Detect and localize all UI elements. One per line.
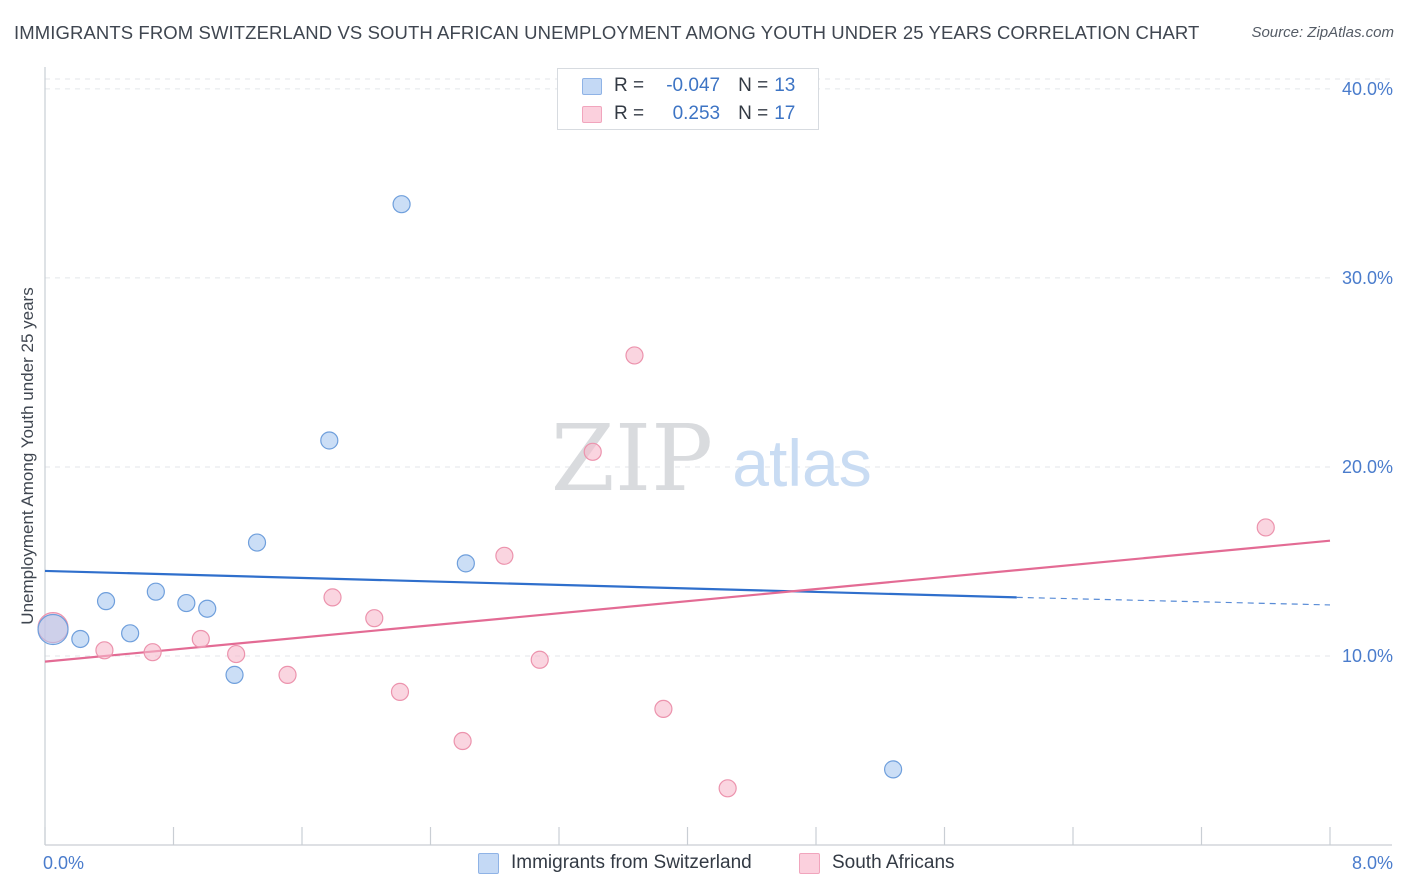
y-tick-label: 40.0% (1342, 79, 1393, 99)
point-south-africans (530, 650, 549, 669)
point-south-africans (390, 682, 410, 701)
point-south-africans (583, 442, 602, 461)
grid-lines (45, 78, 1392, 657)
legend-r-value: 0.253 (672, 103, 721, 124)
data-points (37, 195, 1275, 798)
point-south-africans (227, 644, 246, 664)
legend-swatch-switzerland (478, 852, 499, 874)
legend-n-label: N = (738, 75, 769, 96)
y-tick-label: 10.0% (1342, 646, 1393, 666)
trend-line-0 (44, 569, 1017, 599)
point-south-africans (323, 588, 342, 607)
point-switzerland (71, 629, 90, 649)
trend-line-1 (44, 539, 1331, 663)
point-south-africans (718, 779, 737, 798)
point-south-africans (625, 346, 644, 365)
legend-row-south-africans: R = 0.253 N = 17 (582, 102, 795, 126)
point-switzerland (247, 533, 267, 552)
watermark: ZIP atlas (551, 405, 872, 512)
tick-labels: 10.0% 20.0% 30.0% 40.0% 0.0% 8.0% (43, 79, 1393, 873)
x-tick-label: 0.0% (43, 853, 84, 873)
legend-n-label: N = (738, 103, 769, 124)
point-switzerland (96, 592, 116, 611)
legend-item-south-africans[interactable]: South Africans (799, 852, 955, 874)
x-tick-label: 8.0% (1352, 853, 1393, 873)
point-switzerland (883, 760, 903, 779)
point-south-africans (365, 609, 384, 628)
y-tick-label: 30.0% (1342, 268, 1393, 288)
point-south-africans (143, 643, 162, 662)
point-south-africans (95, 641, 114, 660)
chart-title: IMMIGRANTS FROM SWITZERLAND VS SOUTH AFR… (14, 22, 1200, 43)
point-south-africans (654, 699, 673, 719)
legend-n-value: 17 (774, 103, 796, 124)
point-south-africans (278, 665, 297, 684)
point-switzerland (198, 599, 217, 618)
point-switzerland (392, 195, 411, 214)
trend-line-extension-0 (1016, 596, 1331, 606)
legend-row-switzerland: R = -0.047 N = 13 (582, 74, 795, 98)
legend-swatch-south-africans (799, 852, 820, 874)
legend-swatch-switzerland (582, 77, 602, 95)
point-switzerland (37, 613, 69, 646)
watermark-atlas: atlas (732, 426, 871, 500)
point-switzerland (456, 554, 475, 573)
legend-label-south-africans: South Africans (832, 852, 955, 873)
correlation-legend: R = -0.047 N = 13 R = 0.253 N = 17 (557, 68, 819, 130)
legend-r-value: -0.047 (666, 75, 721, 96)
legend-label-switzerland: Immigrants from Switzerland (511, 852, 752, 873)
legend-item-switzerland[interactable]: Immigrants from Switzerland (478, 852, 752, 874)
point-switzerland (146, 582, 165, 601)
series-legend: Immigrants from Switzerland South Africa… (0, 852, 1406, 878)
point-switzerland (177, 593, 196, 613)
axes (44, 67, 1392, 846)
point-south-africans (1256, 518, 1275, 537)
legend-r-label: R = (614, 75, 645, 96)
y-tick-label: 20.0% (1342, 457, 1393, 477)
point-south-africans (495, 546, 514, 565)
watermark-zip: ZIP (551, 405, 713, 512)
source-label: Source: ZipAtlas.com (1251, 24, 1394, 41)
point-south-africans (191, 629, 210, 649)
point-south-africans (453, 731, 472, 751)
legend-r-label: R = (614, 103, 645, 124)
point-switzerland (320, 431, 339, 450)
legend-n-value: 13 (774, 75, 796, 96)
legend-swatch-south-africans (582, 105, 602, 123)
point-switzerland (225, 665, 244, 684)
point-switzerland (121, 624, 140, 643)
trend-lines (44, 539, 1331, 663)
